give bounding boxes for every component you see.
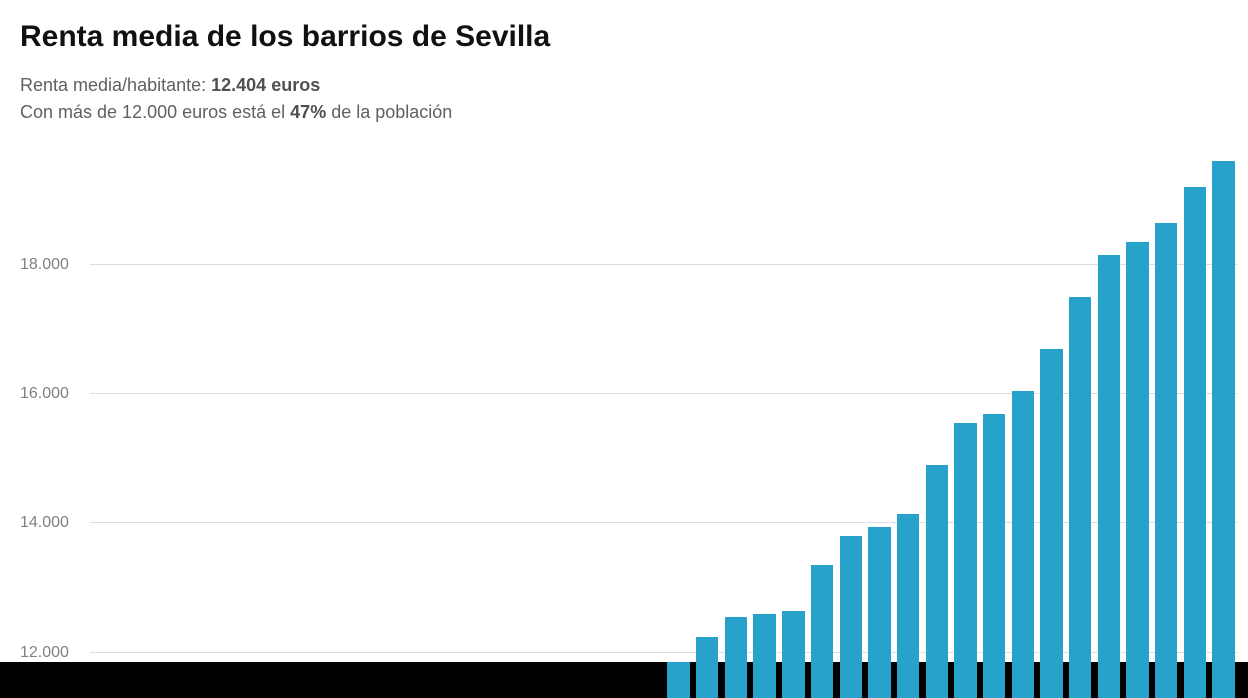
y-tick-label: 18.000: [20, 256, 80, 274]
bar-slot: [865, 155, 894, 698]
bar: [926, 465, 948, 698]
bar-slot: [722, 155, 751, 698]
bar-slot: [177, 155, 206, 698]
bar-slot: [91, 155, 120, 698]
bar-slot: [320, 155, 349, 698]
bar-slot: [894, 155, 923, 698]
bar: [753, 614, 775, 698]
bar-slot: [205, 155, 234, 698]
bar: [840, 536, 862, 698]
bar-slot: [980, 155, 1009, 698]
bar-slot: [521, 155, 550, 698]
subtitle-line-2-suffix: de la población: [326, 102, 452, 122]
y-tick-label: 14.000: [20, 514, 80, 532]
bar-slot: [234, 155, 263, 698]
bar-slot: [808, 155, 837, 698]
bar-slot: [492, 155, 521, 698]
bar-slot: [1152, 155, 1181, 698]
bar-slot: [779, 155, 808, 698]
bar-slot: [435, 155, 464, 698]
chart-container: Renta media de los barrios de Sevilla Re…: [0, 0, 1248, 698]
bar-slot: [1181, 155, 1210, 698]
bar-slot: [1009, 155, 1038, 698]
bars-group: [90, 155, 1238, 698]
bar-slot: [607, 155, 636, 698]
subtitle-line-1-prefix: Renta media/habitante:: [20, 75, 211, 95]
bar: [1184, 187, 1206, 698]
bar-slot: [1123, 155, 1152, 698]
subtitle-line-2: Con más de 12.000 euros está el 47% de l…: [20, 99, 1238, 126]
bar: [1212, 161, 1234, 698]
bar: [1126, 242, 1148, 698]
bar-slot: [263, 155, 292, 698]
bar: [782, 611, 804, 698]
bar-slot: [377, 155, 406, 698]
bar-slot: [291, 155, 320, 698]
bar: [868, 527, 890, 698]
bar-slot: [406, 155, 435, 698]
subtitle-line-2-bold: 47%: [290, 102, 326, 122]
subtitle-line-2-prefix: Con más de 12.000 euros está el: [20, 102, 290, 122]
bar: [983, 414, 1005, 698]
bar: [897, 514, 919, 698]
bar-slot: [1037, 155, 1066, 698]
bar: [811, 565, 833, 698]
bar: [725, 617, 747, 698]
bar-slot: [578, 155, 607, 698]
bar-slot: [693, 155, 722, 698]
bar-slot: [1209, 155, 1238, 698]
bar: [667, 662, 689, 698]
y-axis: 12.000 14.000 16.000 18.000: [20, 155, 90, 698]
bar: [696, 637, 718, 698]
bar-slot: [1095, 155, 1124, 698]
y-tick-label: 16.000: [20, 385, 80, 403]
bar-slot: [922, 155, 951, 698]
bar-slot: [349, 155, 378, 698]
bar-slot: [636, 155, 665, 698]
bar-slot: [119, 155, 148, 698]
bar: [1012, 391, 1034, 698]
subtitle-line-1: Renta media/habitante: 12.404 euros: [20, 72, 1238, 99]
y-tick-label: 12.000: [20, 644, 80, 662]
bar: [1098, 255, 1120, 698]
bar-slot: [951, 155, 980, 698]
chart-subtitle: Renta media/habitante: 12.404 euros Con …: [20, 72, 1238, 126]
bar-slot: [664, 155, 693, 698]
bar: [954, 423, 976, 698]
plot-area: [90, 155, 1238, 698]
bar-slot: [550, 155, 579, 698]
bar: [1155, 223, 1177, 698]
bar-slot: [148, 155, 177, 698]
bar-slot: [836, 155, 865, 698]
bar: [1040, 349, 1062, 698]
bar-slot: [463, 155, 492, 698]
bar-slot: [750, 155, 779, 698]
chart-title: Renta media de los barrios de Sevilla: [20, 20, 1238, 54]
chart-plot-wrap: 12.000 14.000 16.000 18.000: [20, 155, 1238, 698]
bar-slot: [1066, 155, 1095, 698]
bar: [1069, 297, 1091, 698]
subtitle-line-1-bold: 12.404 euros: [211, 75, 320, 95]
